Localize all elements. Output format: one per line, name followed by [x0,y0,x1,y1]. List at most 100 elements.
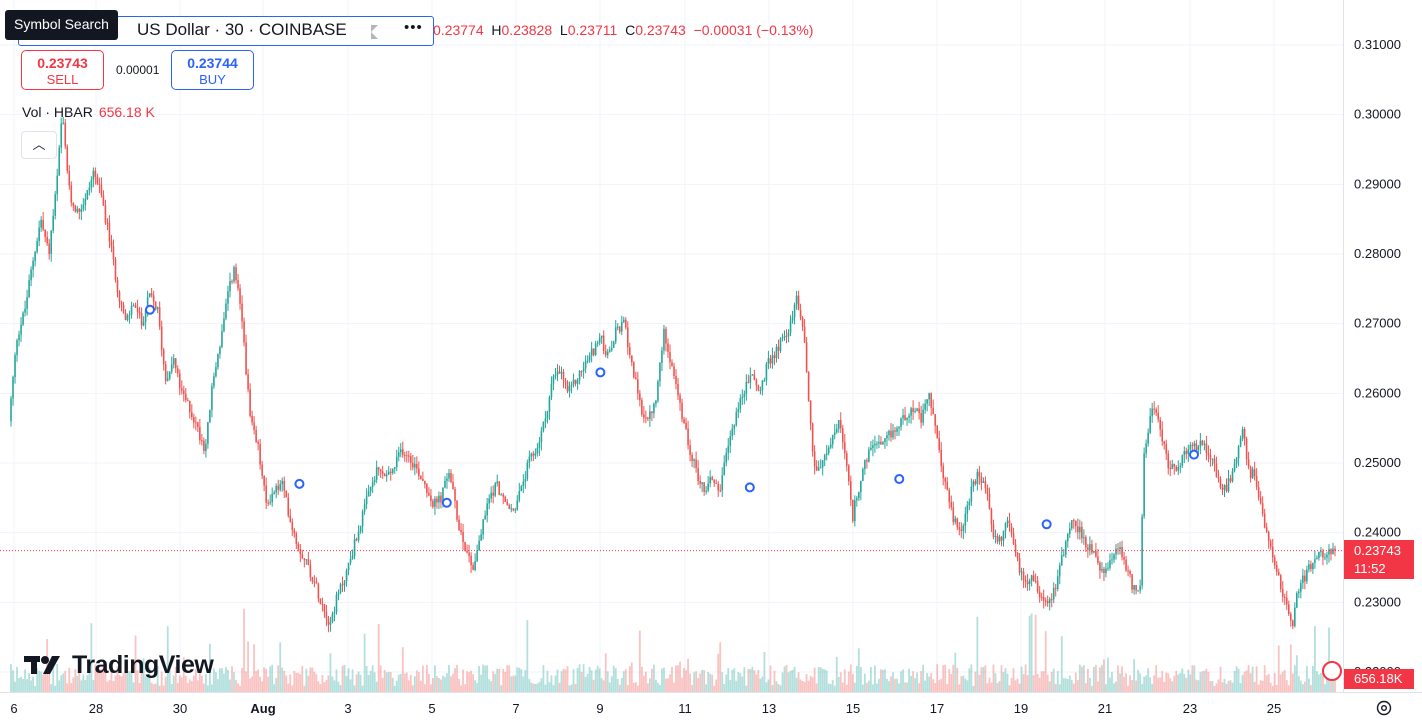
candle-body [215,367,217,377]
volume-bar [1326,678,1328,692]
volume-bar [1227,680,1230,692]
volume-bar [765,682,768,692]
volume-bar [713,685,716,692]
volume-bar [1279,674,1282,692]
volume-bar [544,684,547,692]
volume-bar [634,682,637,692]
flag-icon[interactable] [371,25,378,39]
candle-body [456,500,458,520]
candle-body [361,511,364,527]
volume-bar [896,678,898,692]
refresh-icon[interactable] [1322,661,1342,681]
candle-body [1073,520,1075,522]
volume-bar [865,682,868,692]
volume-bar [646,683,649,692]
volume-bar [793,666,796,692]
high-key: H [491,22,502,38]
volume-bar [94,664,97,692]
candle-body [884,438,886,443]
candle-body [1171,464,1174,469]
volume-bar [1149,677,1152,692]
candle-body [1064,541,1067,555]
candle-body [116,279,119,293]
volume-bar [657,682,659,692]
volume-bar [126,671,129,692]
volume-bar [349,679,352,692]
volume-bar [1018,683,1021,692]
volume-bar [512,675,515,692]
sell-button[interactable]: 0.23743 SELL [21,50,104,90]
candle-body [703,482,705,492]
volume-bar [1165,672,1168,692]
volume-bar [476,682,479,692]
candle-body [978,471,981,477]
candle-body [1113,554,1115,560]
candle-body [506,501,509,506]
volume-bar [733,668,736,692]
volume-bar [669,674,671,692]
volume-bar [598,668,601,692]
volume-bar [1036,673,1039,692]
volume-bar [1133,659,1135,692]
volume-bar [799,679,802,692]
candle-body [970,486,973,502]
candle-body [1292,620,1294,627]
volume-bar [1093,667,1095,692]
symbol-title[interactable]: US Dollar · 30 · COINBASE [137,20,347,39]
candle-body [203,440,205,451]
candle-body [1058,565,1061,577]
candle-body [659,362,661,382]
volume-bar [367,674,370,692]
candle-body [588,355,591,361]
candle-body [1145,443,1147,454]
candle-body [297,544,300,550]
volume-bar [1175,670,1178,692]
volume-bar [522,676,525,692]
volume-bar [888,681,890,692]
buy-button[interactable]: 0.23744 BUY [171,50,254,90]
candle-body [414,463,416,468]
volume-bar [1328,627,1330,692]
candle-body [1277,571,1280,576]
volume-bar [938,680,941,692]
volume-bar [592,679,595,692]
candle-body [856,498,858,501]
volume-bar [247,641,249,692]
volume-bar [317,681,320,692]
candle-body [641,400,643,415]
candle-body [464,542,466,551]
tradingview-logo[interactable]: TradingView [24,650,214,680]
volume-bar [1330,680,1332,692]
volume-bar [397,674,400,692]
price-axis: 0.31000 0.30000 0.29000 0.28000 0.27000 0.260… [1354,37,1401,679]
more-icon[interactable]: ••• [404,19,423,36]
volume-bar [622,671,625,692]
volume-bar [269,666,272,692]
volume-bar [279,642,282,692]
volume-bar [102,665,105,692]
volume-bar [259,676,262,692]
x-tick-label: 23 [1183,701,1197,716]
settings-icon[interactable] [1375,699,1393,717]
volume-bar [767,679,770,692]
candle-body [1191,444,1194,446]
candle-body [40,219,42,228]
volume-bar [1185,677,1188,692]
candle-body [263,475,265,486]
volume-bar [72,677,75,692]
volume-bar [213,668,215,692]
candle-body [948,489,951,502]
volume-bar [271,664,274,692]
candle-body [693,459,695,462]
candle-body [148,293,151,298]
candle-body [227,291,229,304]
candle-body [520,486,523,492]
candle-body [1044,600,1047,602]
volume-legend[interactable]: Vol · HBAR 656.18 K [22,104,155,120]
volume-bar [1334,679,1336,692]
volume-bar [922,664,925,692]
candle-body [207,422,209,444]
candle-body [333,612,336,614]
collapse-legend-button[interactable]: ︿ [21,131,57,159]
